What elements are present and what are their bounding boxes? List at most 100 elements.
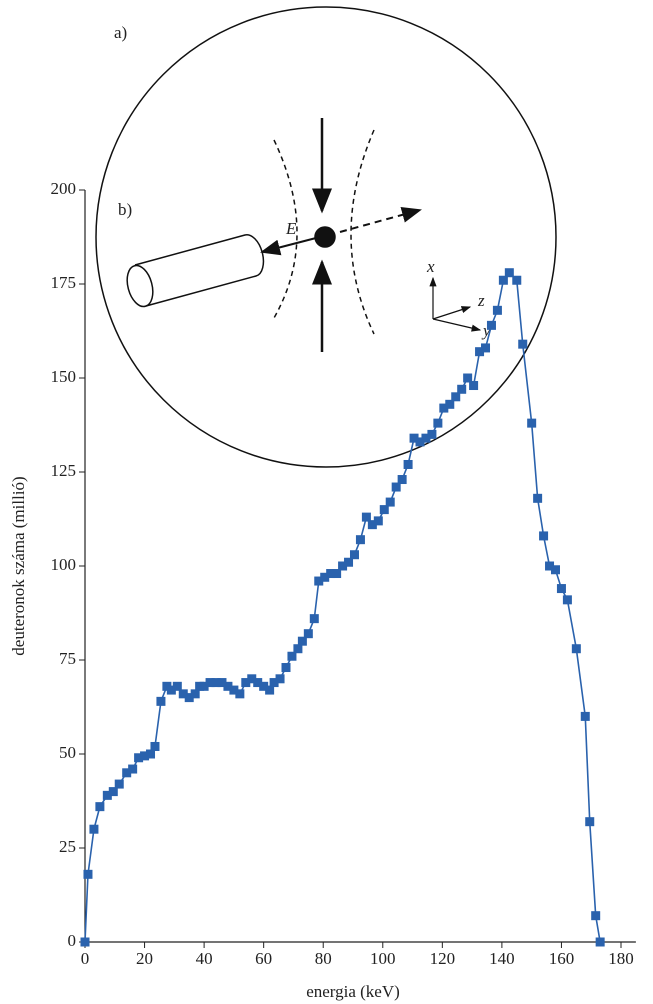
data-point [463, 373, 473, 383]
axis-arrow [432, 318, 482, 332]
y-tick-label: 125 [51, 461, 77, 480]
data-point [539, 531, 549, 541]
data-point [172, 681, 182, 691]
data-point [114, 779, 124, 789]
axis-label: y [481, 321, 491, 340]
cylinder [134, 234, 265, 307]
data-point [190, 689, 200, 699]
data-point [122, 768, 132, 778]
axis-label: z [477, 291, 485, 310]
data-point [533, 493, 543, 503]
data-point [217, 678, 227, 688]
data-point [445, 399, 455, 409]
y-tick-label: 175 [51, 273, 77, 292]
field-label: E [285, 219, 297, 238]
data-point [166, 685, 176, 695]
data-point [580, 711, 590, 721]
data-point [591, 911, 601, 921]
data-point [518, 339, 528, 349]
panel-label: a) [114, 23, 127, 42]
data-point [314, 576, 324, 586]
data-point [134, 753, 144, 763]
data-point [451, 392, 461, 402]
y-axis-label: deuteronok száma (millió) [9, 476, 28, 655]
data-point [156, 696, 166, 706]
y-tick-label: 25 [59, 837, 76, 856]
data-point [332, 569, 342, 579]
data-point [433, 418, 443, 428]
data-point [469, 381, 479, 391]
panel-label: b) [118, 200, 132, 219]
y-tick-label: 75 [59, 649, 76, 668]
data-point [83, 869, 93, 879]
y-tick-label: 50 [59, 743, 76, 762]
data-point [571, 644, 581, 654]
x-tick-label: 120 [430, 949, 456, 968]
x-tick-label: 100 [370, 949, 396, 968]
x-tick-label: 60 [255, 949, 272, 968]
data-point [293, 644, 303, 654]
x-tick-label: 140 [489, 949, 515, 968]
data-point [492, 305, 502, 315]
axis-arrow [432, 306, 472, 320]
data-point [361, 512, 371, 522]
data-point [481, 343, 491, 353]
axis-label: x [426, 257, 435, 276]
field-line [350, 129, 375, 335]
diagram [95, 6, 557, 468]
data-point [229, 685, 239, 695]
x-tick-label: 40 [196, 949, 213, 968]
data-point [595, 937, 605, 947]
data-point [373, 516, 383, 526]
data-point [355, 535, 365, 545]
data-point [223, 681, 233, 691]
data-point [265, 685, 275, 695]
data-point [326, 569, 336, 579]
data-point [457, 384, 467, 394]
data-point [247, 674, 257, 684]
x-tick-label: 160 [549, 949, 575, 968]
data-point [545, 561, 555, 571]
y-tick-label: 100 [51, 555, 77, 574]
data-point [235, 689, 245, 699]
data-point [89, 824, 99, 834]
series-line [84, 271, 601, 943]
data-point [309, 614, 319, 624]
data-point [281, 663, 291, 673]
data-point [486, 320, 496, 330]
data-point [512, 275, 522, 285]
data-point [150, 741, 160, 751]
data-point [409, 433, 419, 443]
data-point [205, 678, 215, 688]
data-point [403, 459, 413, 469]
data-point [253, 678, 263, 688]
data-point [391, 482, 401, 492]
data-point [504, 268, 514, 278]
data-point [211, 678, 221, 688]
data-point [146, 749, 156, 759]
data-point [498, 275, 508, 285]
data-point [297, 636, 307, 646]
data-point [585, 817, 595, 827]
data-point [415, 437, 425, 447]
data-point [303, 629, 313, 639]
data-point [385, 497, 395, 507]
data-point [367, 520, 377, 530]
data-point [95, 802, 105, 812]
data-point [269, 678, 279, 688]
data-point [427, 429, 437, 439]
y-tick-label: 0 [68, 931, 77, 950]
x-tick-label: 20 [136, 949, 153, 968]
data-point [338, 561, 348, 571]
data-point [527, 418, 537, 428]
data-point [140, 751, 150, 761]
arrow [339, 207, 422, 233]
data-point [320, 572, 330, 582]
data-point [184, 693, 194, 703]
target [314, 226, 336, 248]
arrow [260, 237, 317, 256]
data-point [259, 681, 269, 691]
chamber [95, 6, 557, 468]
data-point [178, 689, 188, 699]
